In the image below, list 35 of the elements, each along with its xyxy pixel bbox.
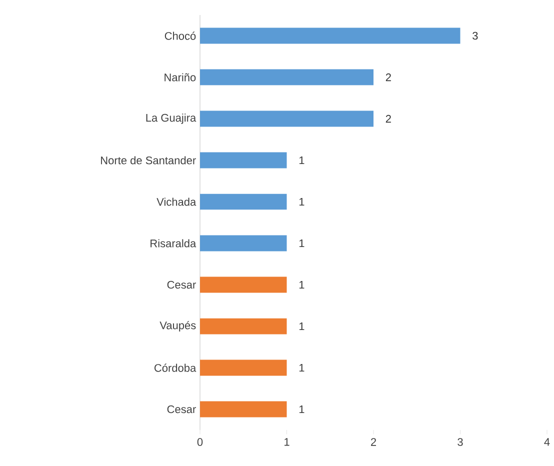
bar: [200, 401, 287, 418]
bar: [200, 318, 287, 334]
x-tick-label: 4: [544, 438, 550, 446]
data-label: 1: [299, 322, 304, 330]
y-tick-label: Nariño: [164, 73, 196, 82]
y-tick-label: Cesar: [167, 280, 196, 289]
data-label: 2: [386, 73, 391, 82]
bar: [200, 69, 374, 86]
data-label: 1: [299, 239, 304, 248]
x-tick-label: 3: [458, 438, 463, 446]
bar: [200, 194, 287, 210]
x-tick-label: 0: [197, 438, 203, 446]
x-tick-label: 1: [284, 438, 290, 446]
bar: [200, 276, 287, 293]
y-tick-label: Córdoba: [154, 364, 196, 372]
x-tick-label: 2: [370, 438, 376, 446]
y-tick-label: Vaupés: [160, 321, 196, 332]
data-label: 1: [299, 156, 304, 164]
data-label: 1: [299, 364, 304, 372]
y-tick-label: Cesar: [167, 405, 196, 414]
bar: [200, 235, 287, 252]
bar: [200, 360, 287, 376]
bar: [200, 152, 287, 168]
y-tick-label: Chocó: [164, 32, 196, 40]
data-label: 1: [299, 405, 304, 414]
data-label: 3: [472, 32, 478, 40]
bar: [200, 110, 374, 127]
data-label: 2: [386, 114, 391, 123]
y-tick-label: Norte de Santander: [101, 156, 196, 164]
bar: [200, 28, 460, 44]
y-tick-label: Vichada: [156, 198, 196, 206]
y-tick-label: La Guajira: [146, 114, 196, 124]
y-tick-label: Risaralda: [150, 239, 196, 248]
data-label: 1: [299, 198, 304, 206]
data-label: 1: [299, 280, 304, 289]
